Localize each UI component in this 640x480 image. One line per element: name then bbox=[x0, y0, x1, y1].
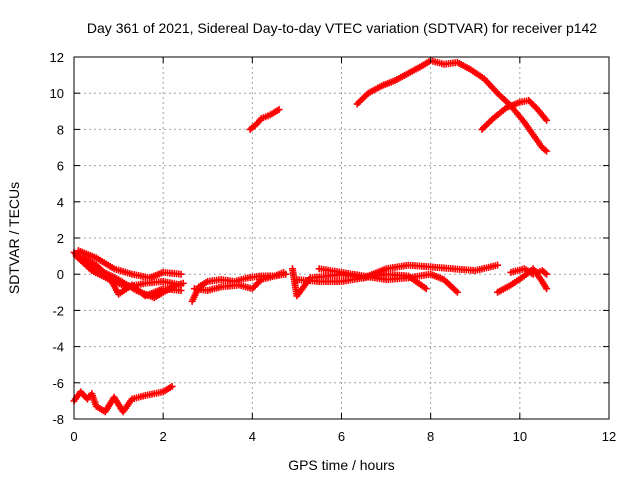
grid-lines bbox=[74, 57, 609, 419]
data-point bbox=[280, 268, 288, 276]
y-tick-label: 2 bbox=[57, 231, 64, 246]
axis-ticks bbox=[73, 56, 610, 420]
data-point bbox=[543, 147, 551, 155]
y-tick-label: 10 bbox=[50, 86, 64, 101]
data-series-arc-12 bbox=[353, 57, 551, 155]
y-tick-label: -8 bbox=[52, 412, 64, 427]
data-point bbox=[543, 116, 551, 124]
x-tick-label: 8 bbox=[427, 429, 434, 444]
y-tick-label: 12 bbox=[50, 50, 64, 65]
y-tick-label: -6 bbox=[52, 376, 64, 391]
x-tick-label: 10 bbox=[513, 429, 527, 444]
data-point bbox=[541, 269, 549, 277]
data-series-arc-11 bbox=[315, 265, 461, 296]
data-point bbox=[177, 270, 185, 278]
data-series-arc-15 bbox=[507, 265, 551, 278]
data-series-arc-5 bbox=[70, 382, 176, 416]
data-point bbox=[275, 105, 283, 113]
data-point bbox=[543, 270, 551, 278]
data-series-arc-7 bbox=[190, 268, 288, 294]
y-tick-label: 4 bbox=[57, 195, 64, 210]
data-point bbox=[541, 146, 549, 154]
data-series-arc-3 bbox=[74, 247, 185, 282]
x-tick-label: 2 bbox=[160, 429, 167, 444]
x-tick-label: 6 bbox=[338, 429, 345, 444]
y-tick-label: -2 bbox=[52, 303, 64, 318]
x-tick-label: 0 bbox=[70, 429, 77, 444]
data-point bbox=[256, 277, 264, 285]
y-axis-label: SDTVAR / TECUs bbox=[6, 182, 22, 294]
data-point bbox=[494, 261, 502, 269]
data-point bbox=[453, 288, 461, 296]
chart-title: Day 361 of 2021, Sidereal Day-to-day VTE… bbox=[87, 20, 597, 36]
data-series-arc-8 bbox=[246, 105, 283, 133]
tick-labels: 0 2 4 6 8 10 12 -8 -6 -4 -2 0 2 4 6 8 10 12 bbox=[50, 50, 617, 444]
data-series-arc-4 bbox=[79, 254, 185, 300]
y-tick-label: 6 bbox=[57, 159, 64, 174]
data-point bbox=[543, 285, 551, 293]
x-tick-label: 12 bbox=[602, 429, 616, 444]
data-point bbox=[168, 382, 176, 390]
data-point bbox=[177, 286, 185, 294]
y-tick-label: -4 bbox=[52, 340, 64, 355]
data-point bbox=[422, 285, 430, 293]
x-tick-label: 4 bbox=[249, 429, 256, 444]
data-series-arc-13 bbox=[478, 96, 551, 133]
y-tick-label: 0 bbox=[57, 267, 64, 282]
y-tick-label: 8 bbox=[57, 122, 64, 137]
x-axis-label: GPS time / hours bbox=[288, 457, 395, 473]
data-series-group bbox=[70, 57, 551, 416]
